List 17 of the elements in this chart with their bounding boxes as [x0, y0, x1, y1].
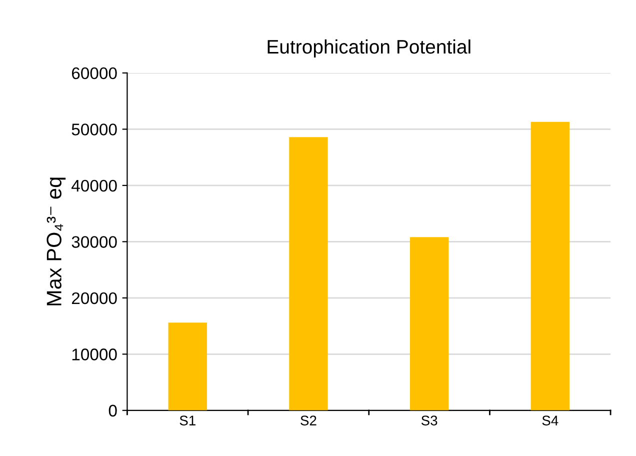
- x-tick-label: S1: [180, 416, 196, 426]
- y-tick-label: 10000: [72, 348, 117, 360]
- x-tick-label: S2: [300, 416, 316, 426]
- y-tick-label: 0: [108, 404, 117, 417]
- y-tick-label: 60000: [72, 67, 117, 80]
- x-tick-label: S3: [421, 416, 438, 426]
- y-tick-label: 20000: [72, 292, 117, 304]
- chart-title: Eutrophication Potential: [268, 39, 470, 58]
- bar: [530, 122, 570, 410]
- bar: [410, 237, 449, 410]
- x-tick-label: S4: [542, 416, 558, 426]
- bar: [168, 322, 207, 410]
- y-tick-label: 30000: [72, 236, 117, 248]
- y-tick-label: 40000: [72, 180, 117, 192]
- bar: [289, 137, 328, 410]
- y-tick-label: 50000: [72, 124, 117, 136]
- y-axis-title: Max PO₄³⁻ eq: [46, 178, 66, 306]
